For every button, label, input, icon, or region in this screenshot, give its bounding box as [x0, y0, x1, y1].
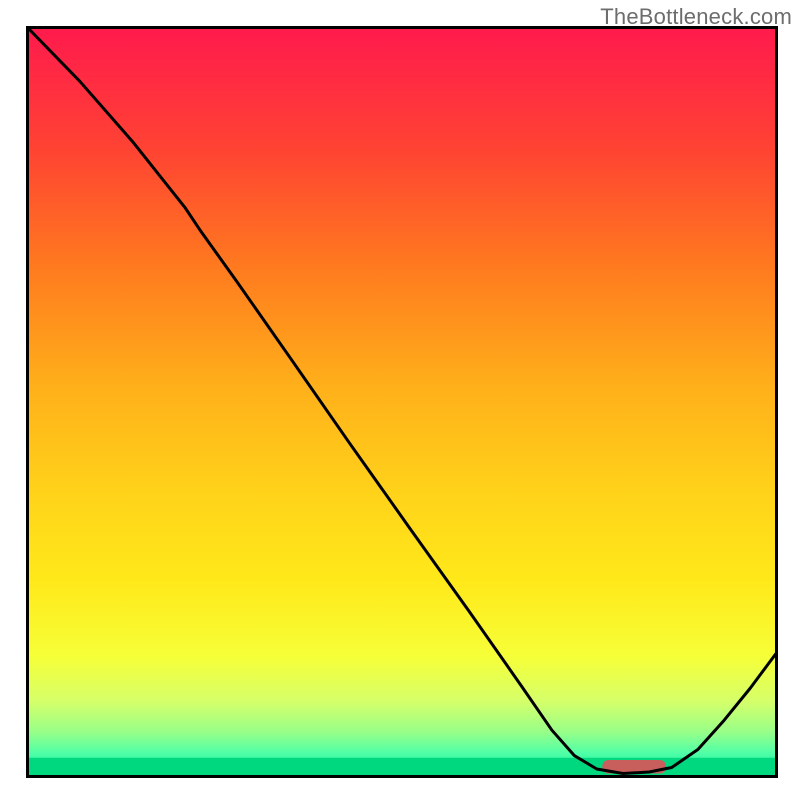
gradient-background: [28, 28, 777, 777]
bottleneck-chart: [0, 0, 800, 800]
